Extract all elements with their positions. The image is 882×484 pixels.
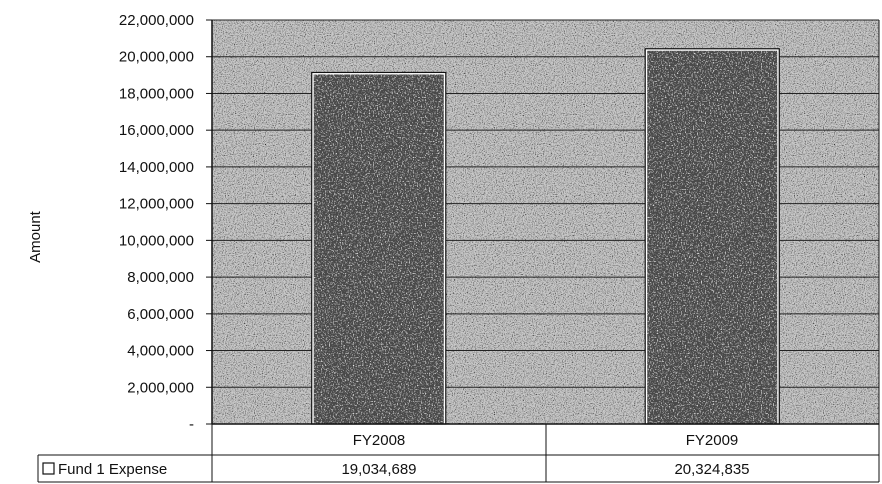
legend-swatch xyxy=(42,462,55,475)
legend-series-label: Fund 1 Expense xyxy=(58,461,167,478)
y-tick-label: 22,000,000 xyxy=(119,12,194,29)
y-tick-label: 8,000,000 xyxy=(127,269,194,286)
value-label-fy2008: 19,034,689 xyxy=(341,461,416,478)
y-tick-label: - xyxy=(189,416,194,433)
data-table: FY2008 FY2009 Fund 1 Expense 19,034,689 … xyxy=(37,423,880,483)
y-tick-label: 12,000,000 xyxy=(119,196,194,213)
y-tick-label: 18,000,000 xyxy=(119,85,194,102)
y-tick-label: 4,000,000 xyxy=(127,343,194,360)
category-label-fy2008: FY2008 xyxy=(353,432,406,449)
y-tick-label: 2,000,000 xyxy=(127,379,194,396)
y-tick-label: 16,000,000 xyxy=(119,122,194,139)
y-tick-label: 6,000,000 xyxy=(127,306,194,323)
y-tick-label: 20,000,000 xyxy=(119,49,194,66)
y-tick-label: 10,000,000 xyxy=(119,232,194,249)
category-label-fy2009: FY2009 xyxy=(686,432,739,449)
y-axis-title: Amount xyxy=(27,210,44,263)
value-label-fy2009: 20,324,835 xyxy=(674,461,749,478)
y-tick-label: 14,000,000 xyxy=(119,159,194,176)
bars xyxy=(311,48,780,425)
bar-fy2009 xyxy=(647,50,778,425)
y-axis-ticks: - 2,000,000 4,000,000 6,000,000 8,000,000 10,… xyxy=(119,12,212,433)
bar-fy2008 xyxy=(313,74,444,425)
